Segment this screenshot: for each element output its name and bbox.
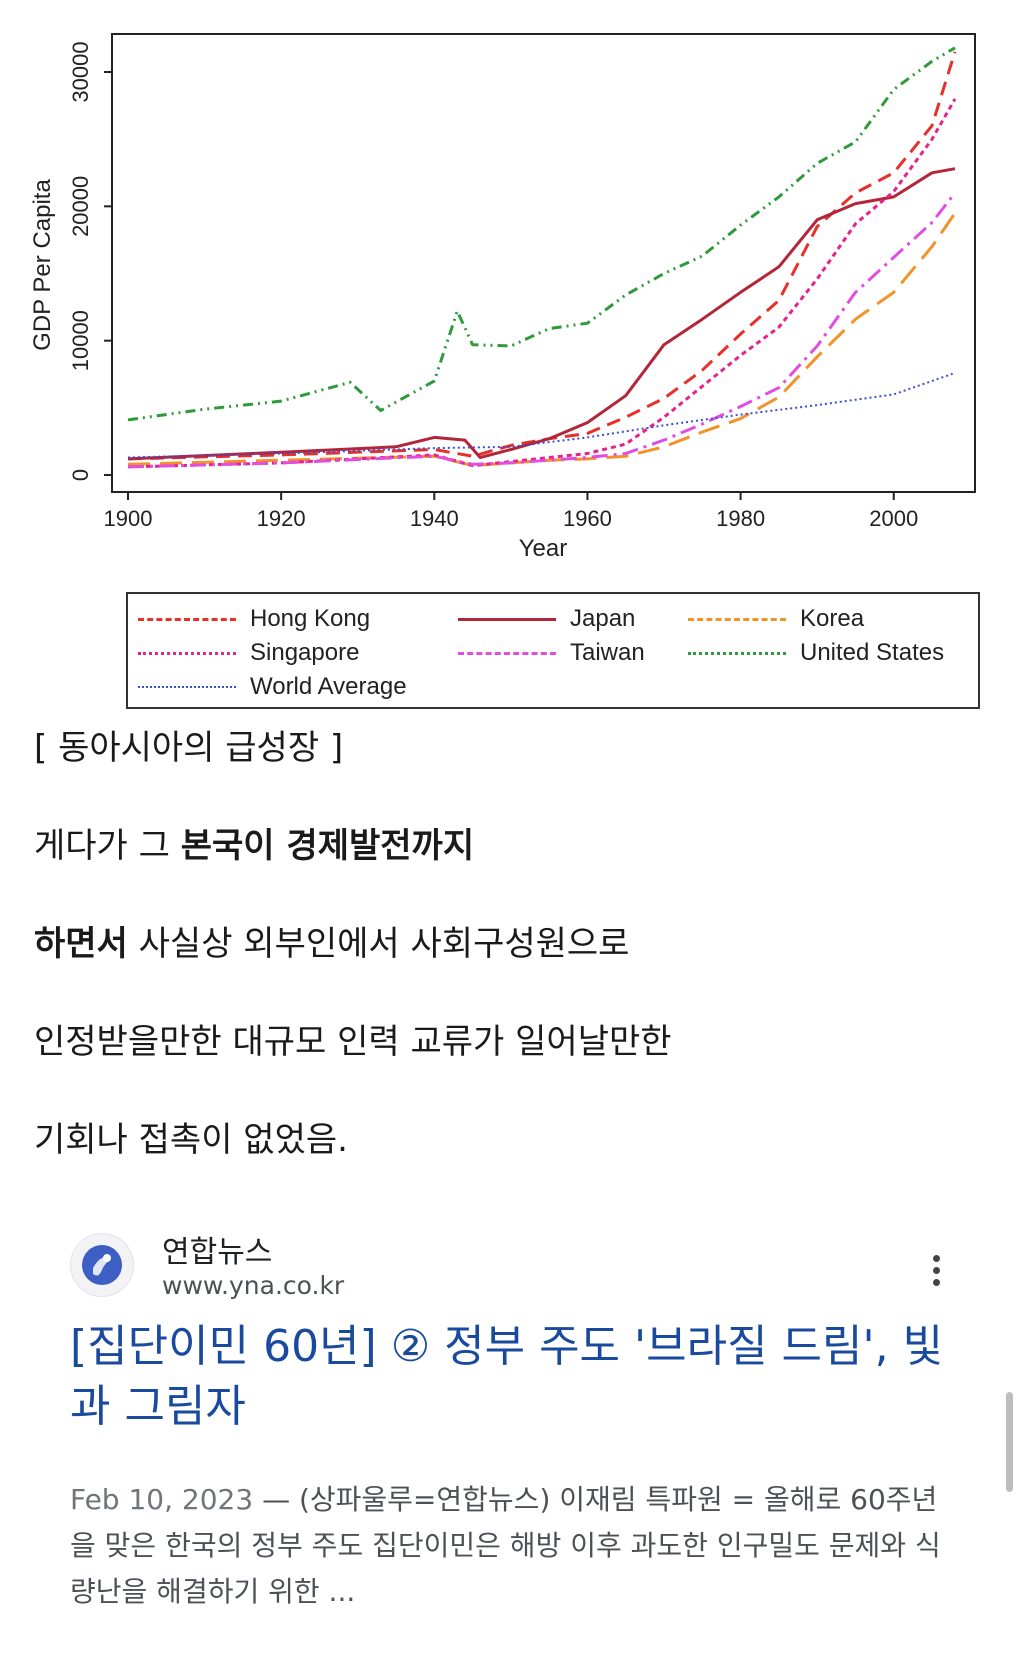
legend-singapore: Singapore [138,638,359,668]
y-tick-label: 0 [68,469,93,481]
paragraph-2: 하면서 사실상 외부인에서 사회구성원으로 [34,916,629,965]
series-line-world-average [127,371,956,459]
x-tick-label: 2000 [869,506,918,531]
series-line-united-states [127,46,956,422]
series-line-hong-kong [127,51,957,461]
yonhap-logo-icon[interactable] [70,1233,134,1297]
paragraph-bold-text: 본국이 경제발전까지 [180,826,475,866]
paragraph-1: 게다가 그 본국이 경제발전까지 [34,818,474,867]
legend-swatch [688,617,786,621]
x-tick-label: 1940 [410,506,459,531]
snippet-text: — (상파울루=연합뉴스) 이재림 특파원 = 올해로 60주년을 맞은 한국의… [70,1483,941,1608]
series-line-singapore [127,98,957,469]
result-title-link[interactable]: [집단이민 60년] ② 정부 주도 '브라질 드림', 빛과 그림자 [70,1321,944,1432]
legend-label: Hong Kong [250,605,371,632]
y-tick-label: 30000 [68,41,93,102]
chart-caption: [ 동아시아의 급성장 ] [34,728,344,768]
legend-swatch [138,651,236,655]
result-date: Feb 10, 2023 [70,1483,254,1516]
legend-label: Taiwan [570,639,645,666]
gdp-chart: 1900 1920 1940 1960 1980 20000100002000030000… [29,33,976,560]
more-vert-icon[interactable] [922,1251,950,1291]
site-url[interactable]: www.yna.co.kr [162,1271,345,1300]
legend-swatch [458,651,556,655]
paragraph-text: 게다가 그 [34,826,181,866]
x-tick-label: 1920 [257,506,306,531]
legend-korea: Korea [688,604,864,634]
legend-swatch [688,651,786,655]
legend-swatch [138,686,236,688]
legend-japan: Japan [458,604,635,634]
scrollbar-thumb[interactable] [1006,1392,1013,1492]
legend-taiwan: Taiwan [458,638,645,668]
legend-world-average: World Average [138,672,407,702]
site-name: 연합뉴스 [162,1235,273,1270]
paragraph-text: 사실상 외부인에서 사회구성원으로 [127,924,630,964]
series-line-japan [127,167,956,461]
x-axis-label: Year [519,535,568,560]
x-tick-label: 1960 [563,506,612,531]
paragraph-3: 인정받을만한 대규모 인력 교류가 일어날만한 [34,1022,672,1062]
search-result-card: 연합뉴스 www.yna.co.kr [집단이민 60년] ② 정부 주도 '브… [0,1215,1024,1635]
legend-united-states: United States [688,638,944,668]
y-axis-label: GDP Per Capita [29,179,56,351]
series-line-taiwan [127,191,957,469]
x-tick-label: 1900 [104,506,153,531]
series-layer [127,46,957,469]
paragraph-bold-text: 하면서 [34,924,128,964]
series-line-korea [127,212,957,468]
legend-label: Japan [570,605,636,632]
legend-label: United States [800,639,945,666]
plot-border [111,33,976,493]
paragraph-4: 기회나 접촉이 없었음. [34,1120,348,1160]
legend-label: Korea [800,605,865,632]
y-tick-label: 10000 [68,310,93,371]
y-tick-label: 20000 [68,176,93,237]
result-snippet: Feb 10, 2023 — (상파울루=연합뉴스) 이재림 특파원 = 올해로… [70,1477,950,1615]
legend-hong-kong: Hong Kong [138,604,370,634]
x-tick-label: 1980 [716,506,765,531]
plot-frame [111,33,976,493]
legend-label: Singapore [250,639,360,666]
legend-label: World Average [250,673,407,700]
legend-swatch [458,617,556,621]
chart-legend: Hong Kong Singapore World Average Japan … [126,592,980,709]
legend-swatch [138,617,236,621]
